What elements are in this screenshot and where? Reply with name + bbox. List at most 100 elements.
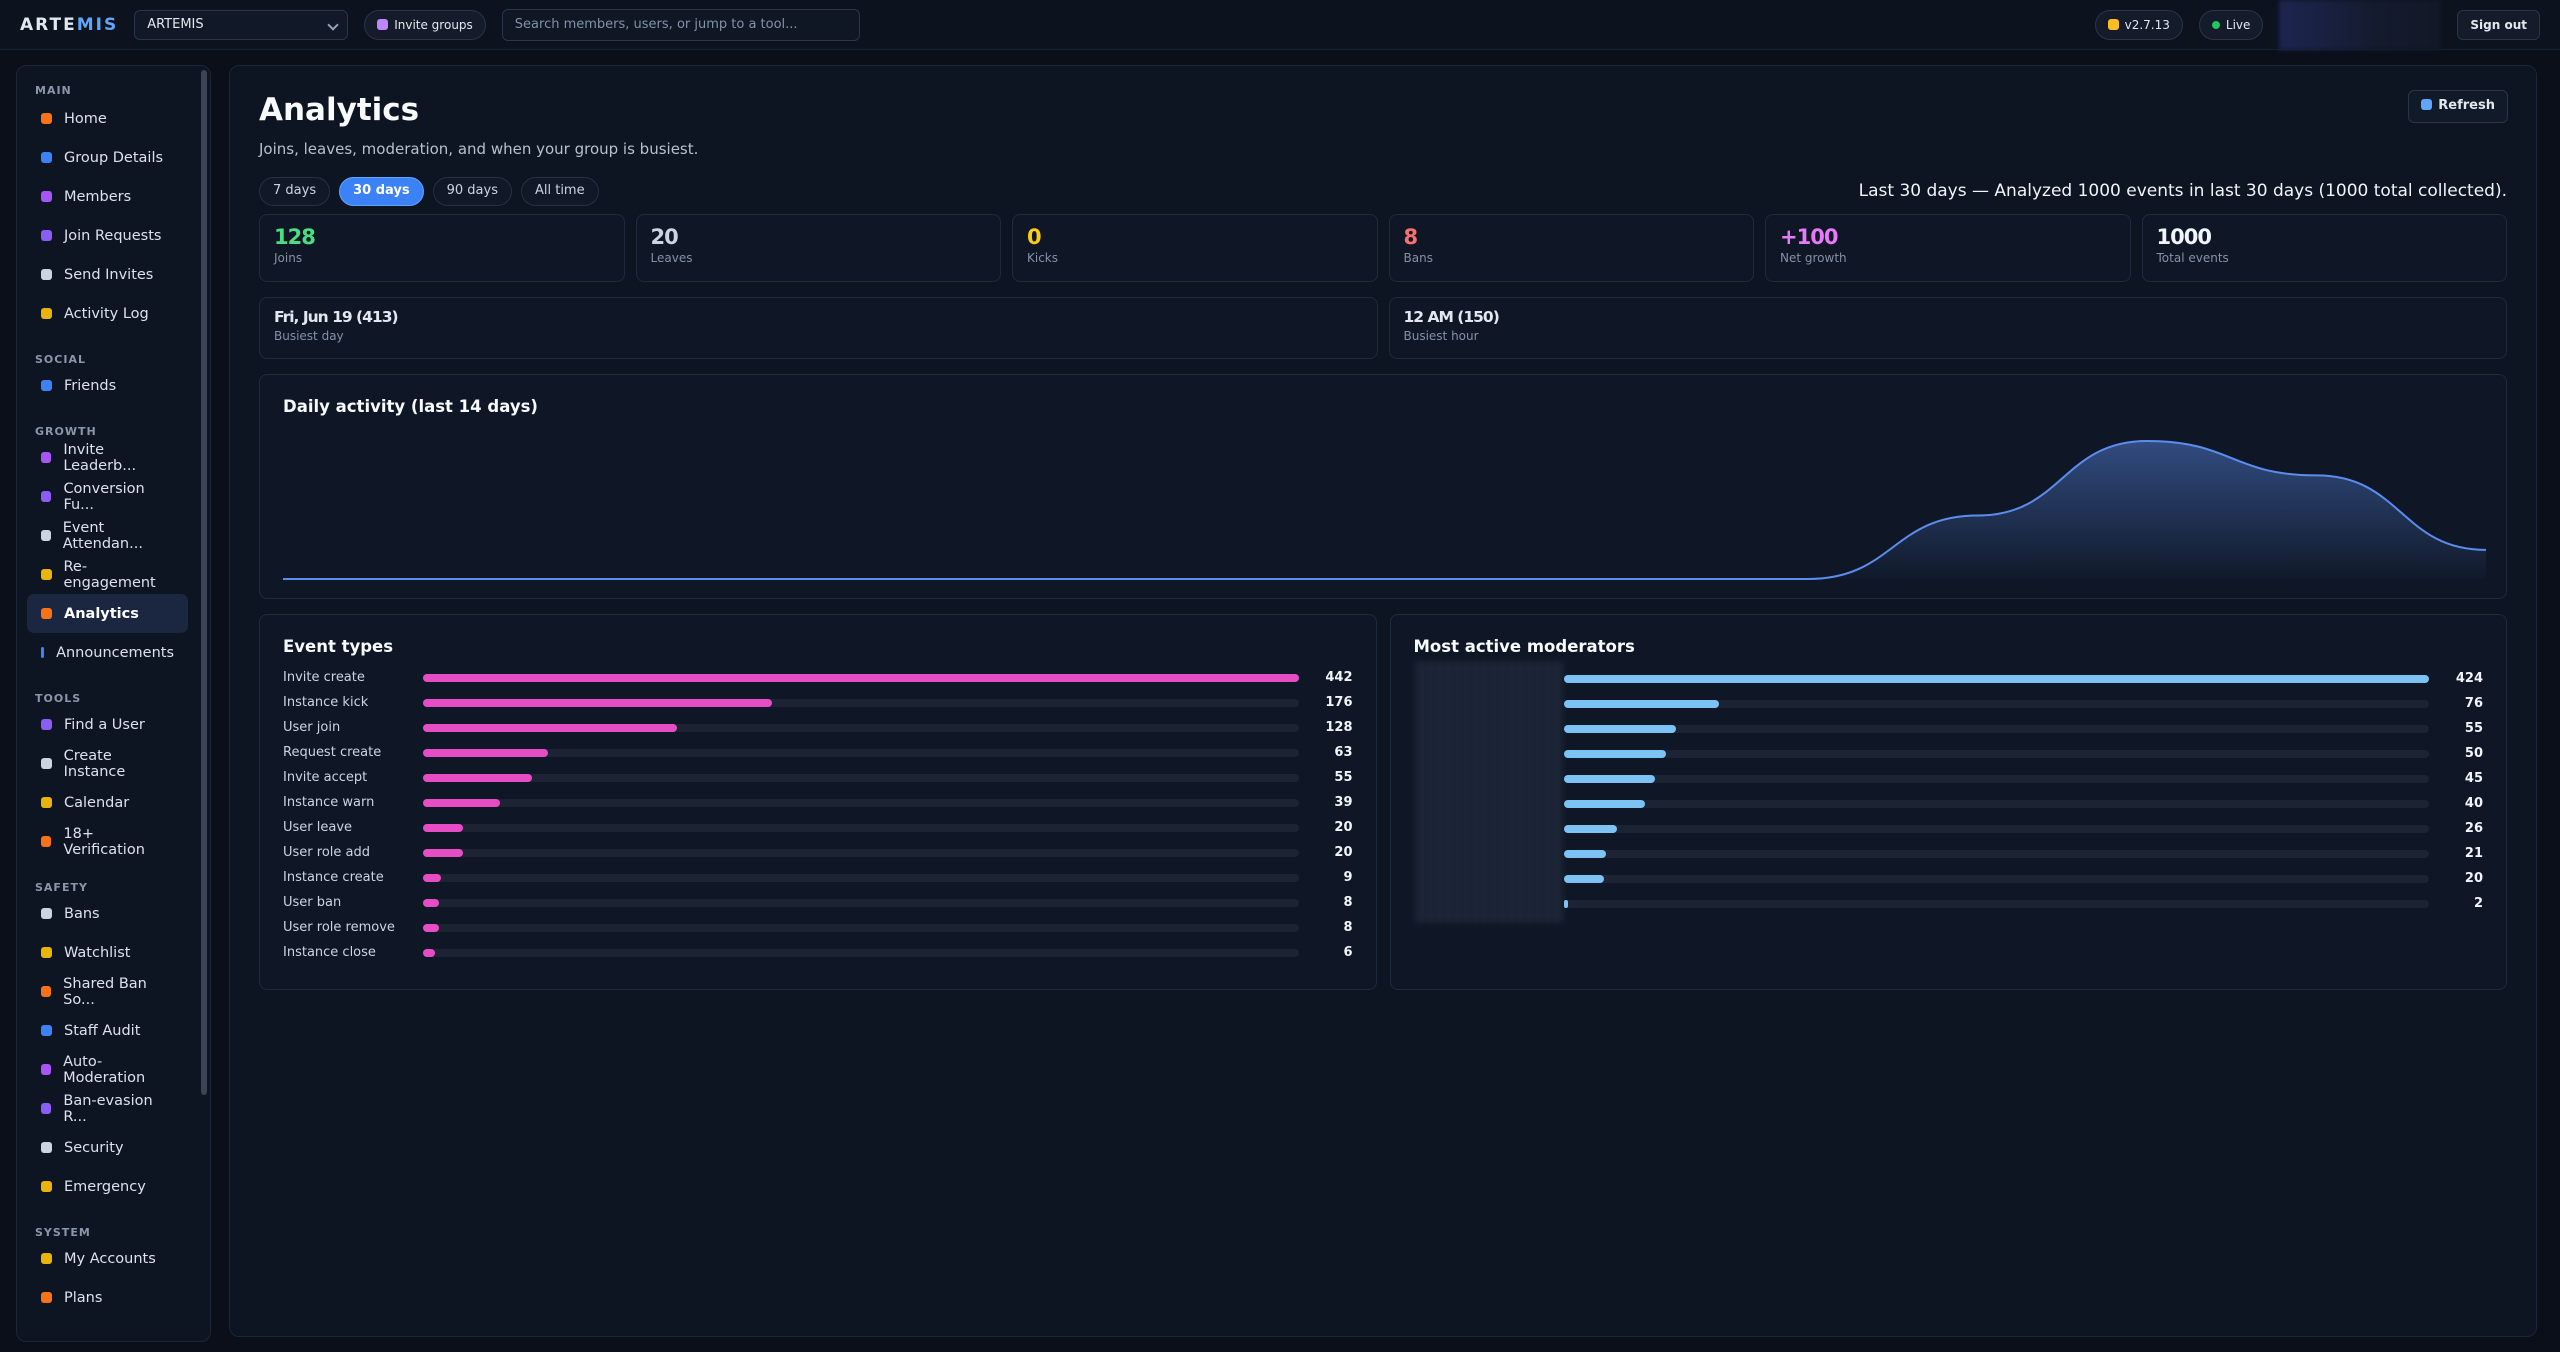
nav-item[interactable]: Emergency [27, 1167, 188, 1206]
bar [1563, 899, 1568, 908]
nav-item[interactable]: Event Attendan... [27, 516, 188, 555]
bar-track [423, 848, 1299, 857]
nav-icon [41, 1142, 52, 1153]
section-label: SAFETY [35, 881, 88, 894]
range-tab[interactable]: 30 days [339, 176, 424, 206]
nav-item[interactable]: Shared Ban So... [27, 972, 188, 1011]
bar-value: 55 [1334, 770, 1353, 785]
nav-item[interactable]: Announcements [27, 633, 188, 672]
search[interactable]: Search members, users, or jump to a tool… [501, 8, 860, 41]
nav-icon [41, 797, 52, 808]
bar-label: Instance close [283, 945, 376, 960]
nav-item[interactable]: Ban-evasion R... [27, 1089, 188, 1128]
area-chart [283, 439, 2487, 580]
bar-row: Instance create 9 [283, 865, 1353, 890]
status-text: Live [2225, 17, 2251, 32]
bar-track [423, 873, 1299, 882]
bar-track [423, 923, 1299, 932]
bar-row: 2 [1563, 891, 2483, 916]
bar-row: User leave 20 [283, 815, 1353, 840]
nav-item[interactable]: Invite Leaderb... [27, 438, 188, 477]
bar-row: Instance close 6 [283, 940, 1353, 965]
bar-value: 50 [2464, 746, 2483, 761]
sign-out[interactable]: Sign out [2457, 9, 2540, 40]
bar [423, 848, 463, 857]
nav-icon [41, 947, 52, 958]
nav-item[interactable]: Watchlist [27, 933, 188, 972]
bar-value: 26 [2464, 821, 2483, 836]
nav-item[interactable]: Calendar [27, 783, 188, 822]
nav-item[interactable]: Conversion Fu... [27, 477, 188, 516]
busiest-label: Busiest day [274, 329, 344, 343]
bar [423, 898, 439, 907]
bar-row: 21 [1563, 841, 2483, 866]
range-tab[interactable]: 7 days [259, 176, 331, 206]
invite-groups[interactable]: Invite groups [364, 9, 486, 40]
bar-track [423, 823, 1299, 832]
nav-item[interactable]: Group Details [27, 138, 188, 177]
bar-value: 128 [1325, 720, 1353, 735]
bar-track [1563, 674, 2429, 683]
nav-item[interactable]: Staff Audit [27, 1011, 188, 1050]
nav-item[interactable]: Security [27, 1128, 188, 1167]
bar-row: 26 [1563, 816, 2483, 841]
bar-value: 2 [2473, 896, 2483, 911]
stat-value: 0 [1027, 225, 1042, 249]
nav-item[interactable]: Members [27, 177, 188, 216]
bar [423, 948, 435, 957]
nav-item[interactable]: Bans [27, 894, 188, 933]
range-tabs: 7 days 30 days 90 days All time Last 30 days… [259, 176, 2507, 206]
refresh[interactable]: Refresh [2408, 90, 2508, 123]
nav-item[interactable]: Create Instance [27, 744, 188, 783]
nav-icon [41, 1181, 52, 1192]
page-title: Analytics [259, 92, 420, 128]
nav-text: Activity Log [64, 305, 149, 322]
nav-item[interactable]: Plans [27, 1278, 188, 1317]
bar-label: Instance kick [283, 695, 369, 710]
nav-item[interactable]: Send Invites [27, 255, 188, 294]
bar-row: 40 [1563, 791, 2483, 816]
nav-item[interactable]: Auto-Moderation [27, 1050, 188, 1089]
nav-item[interactable]: 18+ Verification [27, 822, 188, 861]
chart-title: Daily activity (last 14 days) [283, 397, 538, 416]
stat-card: +100 Net growth [1765, 214, 2131, 282]
bar-row: User role remove 8 [283, 915, 1353, 940]
range-tab[interactable]: 90 days [432, 176, 512, 206]
bar-row: 55 [1563, 716, 2483, 741]
stat-card: 0 Kicks [1012, 214, 1378, 282]
bar-value: 9 [1343, 870, 1353, 885]
group-select[interactable]: ARTEMIS [134, 9, 349, 40]
bar [1563, 674, 2429, 683]
nav-item[interactable]: Join Requests [27, 216, 188, 255]
bar [1563, 799, 1646, 808]
bar-value: 424 [2455, 671, 2483, 686]
stat-card: 8 Bans [1388, 214, 1754, 282]
nav-item[interactable]: My Accounts [27, 1239, 188, 1278]
bar-row: 424 [1563, 666, 2483, 691]
bar-row: Invite create 442 [283, 665, 1353, 690]
nav-icon [41, 269, 52, 280]
nav-icon [41, 452, 52, 463]
nav-item[interactable]: Friends [27, 366, 188, 405]
nav-item[interactable]: Find a User [27, 705, 188, 744]
nav-text: Security [64, 1139, 124, 1156]
stat-label: Kicks [1027, 251, 1059, 265]
range-tab[interactable]: All time [520, 176, 599, 206]
stat-card: 1000 Total events [2141, 214, 2507, 282]
stat-value: 128 [274, 225, 316, 249]
bar-list: Invite create 442 Instance kick 176 User joi… [283, 665, 1353, 965]
bar-row: 50 [1563, 741, 2483, 766]
refresh-text: Refresh [2438, 98, 2495, 113]
nav-text: Event Attendan... [62, 519, 143, 552]
nav-item[interactable]: Activity Log [27, 294, 188, 333]
nav-icon [41, 1103, 52, 1114]
nav-item[interactable]: Analytics [27, 594, 188, 633]
bar-value: 76 [2464, 696, 2483, 711]
stat-label: Total events [2156, 251, 2229, 265]
nav-text: Join Requests [64, 227, 162, 244]
nav-icon [41, 908, 52, 919]
busiest-value: 12 AM (150) [1403, 308, 1500, 326]
nav-item[interactable]: Re-engagement [27, 555, 188, 594]
nav-item[interactable]: Home [27, 99, 188, 138]
